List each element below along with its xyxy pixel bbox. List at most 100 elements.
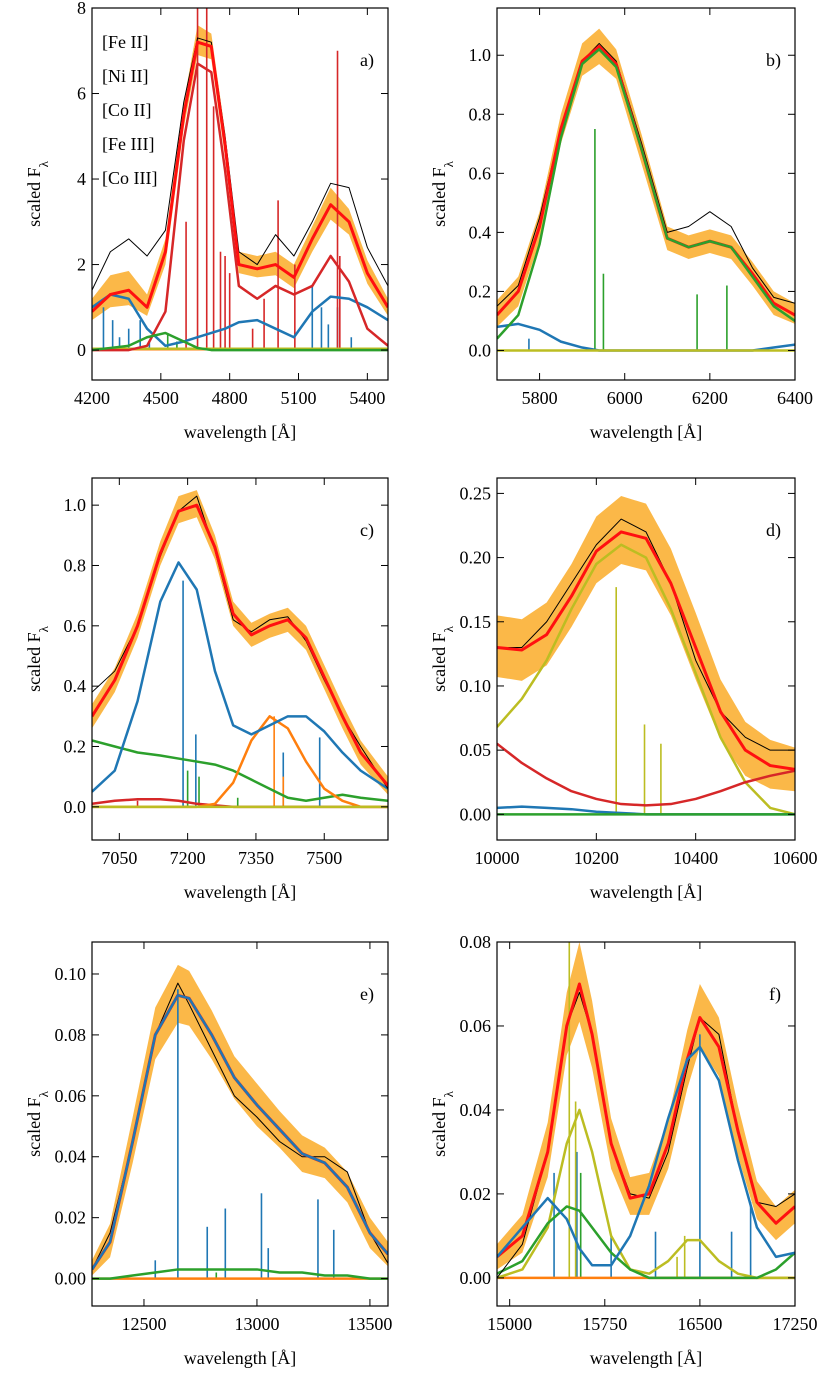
x-tick-label: 4200 — [74, 388, 110, 408]
plot-area — [92, 8, 388, 352]
x-tick-label: 17250 — [773, 1314, 818, 1334]
x-tick-label: 5100 — [281, 388, 317, 408]
series-line — [92, 1268, 388, 1280]
y-axis-label-sub: λ — [441, 625, 456, 632]
series-line — [92, 62, 388, 352]
x-tick-label: 10200 — [574, 848, 619, 868]
y-tick-label: 0.4 — [64, 676, 87, 696]
y-axis-label-main: scaled F — [429, 167, 449, 226]
y-tick-label: 0.10 — [460, 676, 492, 696]
x-tick-label: 13500 — [347, 1314, 392, 1334]
x-tick-label: 13000 — [234, 1314, 279, 1334]
series-line — [497, 48, 795, 340]
y-tick-label: 0.8 — [64, 555, 87, 575]
series-line — [92, 331, 388, 352]
y-tick-label: 0.6 — [64, 616, 87, 636]
plot-frame — [496, 7, 796, 381]
y-tick-label: 0.02 — [55, 1208, 87, 1228]
series-line — [497, 518, 795, 751]
legend-entry: [Fe III] — [102, 134, 154, 154]
panel-label: e) — [360, 984, 374, 1005]
chart-panel: 4200 4500 4800 5100 5400 0 2 4 6 8 wavelength [Å] s… — [24, 0, 389, 442]
y-tick-label: 0.06 — [55, 1086, 87, 1106]
x-tick-label: 4800 — [212, 388, 248, 408]
uncertainty-band — [497, 28, 795, 327]
y-axis-label-sub: λ — [36, 625, 51, 632]
y-tick-label: 1.0 — [469, 45, 492, 65]
uncertainty-band — [497, 942, 795, 1270]
y-tick-label: 0.04 — [55, 1147, 87, 1167]
plot-frame — [496, 477, 796, 841]
legend-entry: [Ni II] — [102, 66, 148, 86]
x-tick-label: 12500 — [121, 1314, 166, 1334]
x-tick-label: 6200 — [692, 388, 728, 408]
y-tick-label: 0.0 — [469, 340, 492, 360]
series-line — [92, 495, 388, 789]
y-tick-label: 0.8 — [469, 104, 492, 124]
y-tick-label: 2 — [77, 255, 86, 275]
x-tick-label: 15750 — [582, 1314, 627, 1334]
plot-area — [497, 495, 795, 816]
y-axis-label-sub: λ — [36, 1090, 51, 1097]
x-tick-label: 7500 — [306, 848, 342, 868]
y-axis-label-main: scaled F — [24, 167, 44, 226]
x-axis-label: wavelength [Å] — [184, 422, 296, 442]
x-tick-label: 16500 — [677, 1314, 722, 1334]
y-tick-label: 0.15 — [460, 612, 492, 632]
y-tick-label: 0.2 — [64, 736, 87, 756]
chart-panel: 15000 15750 16500 17250 0.00 0.02 0.04 0.06 0.08… — [429, 932, 818, 1368]
plot-area — [497, 942, 795, 1280]
x-axis-label: wavelength [Å] — [590, 422, 702, 442]
y-axis-label-sub: λ — [36, 160, 51, 167]
panel-label: b) — [766, 50, 781, 71]
y-tick-label: 0.08 — [460, 932, 492, 952]
y-tick-label: 0.02 — [460, 1184, 492, 1204]
series-line — [497, 530, 795, 771]
y-tick-label: 4 — [77, 169, 86, 189]
y-tick-label: 0.00 — [460, 804, 492, 824]
y-tick-label: 0.04 — [460, 1100, 492, 1120]
chart-panel: 5800 6000 6200 6400 0.0 0.2 0.4 0.6 0.8 1.0 wavele… — [429, 7, 813, 442]
y-axis-label-main: scaled F — [24, 1097, 44, 1156]
y-tick-label: 0.4 — [469, 222, 492, 242]
panel-label: d) — [766, 520, 781, 541]
y-tick-label: 0.0 — [64, 797, 87, 817]
y-tick-label: 0.25 — [460, 483, 492, 503]
chart-panel: 10000 10200 10400 10600 0.00 0.05 0.10 0.15 0.20… — [429, 477, 818, 902]
legend-entry: [Fe II] — [102, 32, 148, 52]
series-line — [92, 561, 388, 793]
y-axis-label-sub: λ — [441, 1090, 456, 1097]
series-line — [92, 293, 388, 348]
y-axis-label: scaled Fλ — [429, 160, 456, 226]
y-tick-label: 0.06 — [460, 1016, 492, 1036]
y-tick-label: 6 — [77, 84, 86, 104]
series-line — [497, 1045, 795, 1267]
y-tick-label: 0.10 — [55, 964, 87, 984]
series-line — [497, 742, 795, 807]
plot-area — [92, 964, 388, 1280]
series-line — [497, 322, 795, 352]
legend-entry: [Co III] — [102, 168, 157, 188]
series-line — [497, 1108, 795, 1280]
plot-area — [497, 28, 795, 352]
y-tick-label: 0.08 — [55, 1025, 87, 1045]
uncertainty-band — [497, 495, 795, 792]
y-tick-label: 0.00 — [460, 1268, 492, 1288]
series-line — [92, 40, 388, 313]
y-tick-label: 0.00 — [55, 1269, 87, 1289]
series-line — [92, 739, 388, 803]
y-tick-label: 1.0 — [64, 495, 87, 515]
plot-frame — [496, 941, 796, 1307]
x-tick-label: 6400 — [777, 388, 813, 408]
y-axis-label: scaled Fλ — [24, 1090, 51, 1156]
y-axis-label: scaled Fλ — [429, 1090, 456, 1156]
plot-frame — [91, 477, 389, 841]
panel-label: a) — [360, 50, 374, 71]
x-tick-label: 7200 — [170, 848, 206, 868]
x-tick-label: 10400 — [673, 848, 718, 868]
y-axis-label-main: scaled F — [429, 1097, 449, 1156]
legend-entry: [Co II] — [102, 100, 151, 120]
y-tick-label: 8 — [77, 0, 86, 18]
